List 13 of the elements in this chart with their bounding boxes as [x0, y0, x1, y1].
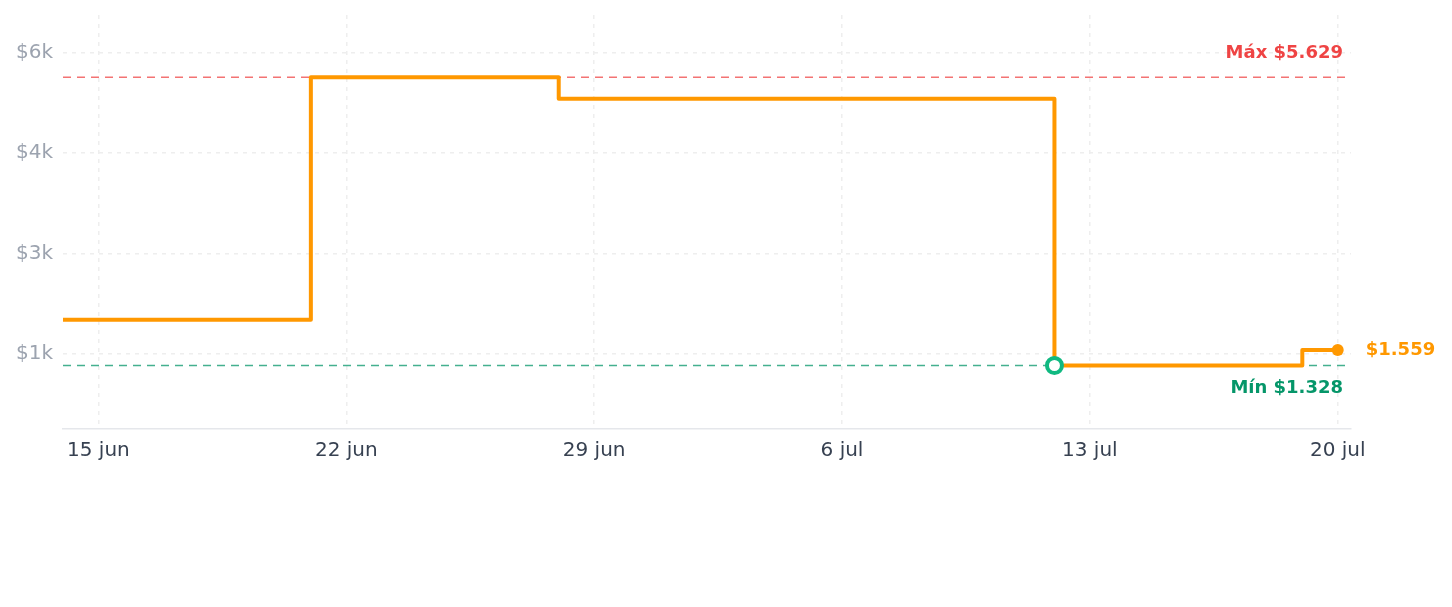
x-tick-label: 6 jul [820, 437, 864, 462]
x-tick-label: 29 jun [562, 437, 626, 462]
x-tick-label: 13 jul [1062, 437, 1118, 462]
y-tick-label: $4k [15, 139, 54, 164]
y-tick-label: $1k [15, 340, 54, 365]
y-tick-label: $6k [15, 38, 54, 63]
x-tick-label: 20 jul [1309, 437, 1366, 462]
ref-line-label: Máx $5.629 [1225, 41, 1343, 63]
x-tick-label: 15 jun [67, 437, 130, 462]
data-label: $1.559 [1365, 337, 1436, 359]
x-tick-label: 22 jun [314, 437, 378, 462]
y-tick-label: $3k [15, 239, 54, 264]
ref-line-label: Mín $1.328 [1230, 376, 1343, 398]
